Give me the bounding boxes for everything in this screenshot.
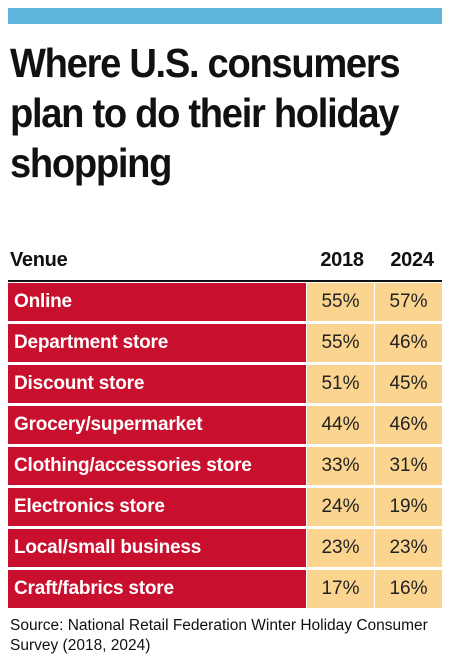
value-2024: 46%	[375, 324, 442, 362]
venue-label: Craft/fabrics store	[8, 570, 306, 608]
venue-label: Online	[8, 283, 306, 321]
table-row: Clothing/accessories store 33% 31%	[8, 447, 442, 485]
value-2018: 17%	[307, 570, 374, 608]
table-row: Department store 55% 46%	[8, 324, 442, 362]
value-2024: 46%	[375, 406, 442, 444]
table-row: Electronics store 24% 19%	[8, 488, 442, 526]
venue-label: Grocery/supermarket	[8, 406, 306, 444]
column-header-venue: Venue	[10, 249, 68, 271]
value-2024: 31%	[375, 447, 442, 485]
venue-label: Discount store	[8, 365, 306, 403]
top-accent-bar	[8, 8, 442, 24]
venue-label: Department store	[8, 324, 306, 362]
venue-label: Local/small business	[8, 529, 306, 567]
header-divider	[8, 280, 442, 282]
venue-label: Clothing/accessories store	[8, 447, 306, 485]
value-2024: 57%	[375, 283, 442, 321]
value-2018: 44%	[307, 406, 374, 444]
value-2018: 33%	[307, 447, 374, 485]
value-2018: 51%	[307, 365, 374, 403]
table-row: Local/small business 23% 23%	[8, 529, 442, 567]
source-note: Source: National Retail Federation Winte…	[10, 617, 428, 654]
value-2024: 19%	[375, 488, 442, 526]
value-2018: 55%	[307, 324, 374, 362]
value-2018: 24%	[307, 488, 374, 526]
value-2018: 23%	[307, 529, 374, 567]
table-row: Online 55% 57%	[8, 283, 442, 321]
value-2018: 55%	[307, 283, 374, 321]
venue-label: Electronics store	[8, 488, 306, 526]
chart-title: Where U.S. consumers plan to do their ho…	[10, 40, 401, 186]
table-row: Discount store 51% 45%	[8, 365, 442, 403]
value-2024: 16%	[375, 570, 442, 608]
column-header-2024: 2024	[390, 249, 434, 271]
value-2024: 23%	[375, 529, 442, 567]
column-header-2018: 2018	[320, 249, 364, 271]
value-2024: 45%	[375, 365, 442, 403]
table-row: Craft/fabrics store 17% 16%	[8, 570, 442, 608]
data-table: Online 55% 57% Department store 55% 46% Discou…	[8, 283, 442, 611]
table-row: Grocery/supermarket 44% 46%	[8, 406, 442, 444]
